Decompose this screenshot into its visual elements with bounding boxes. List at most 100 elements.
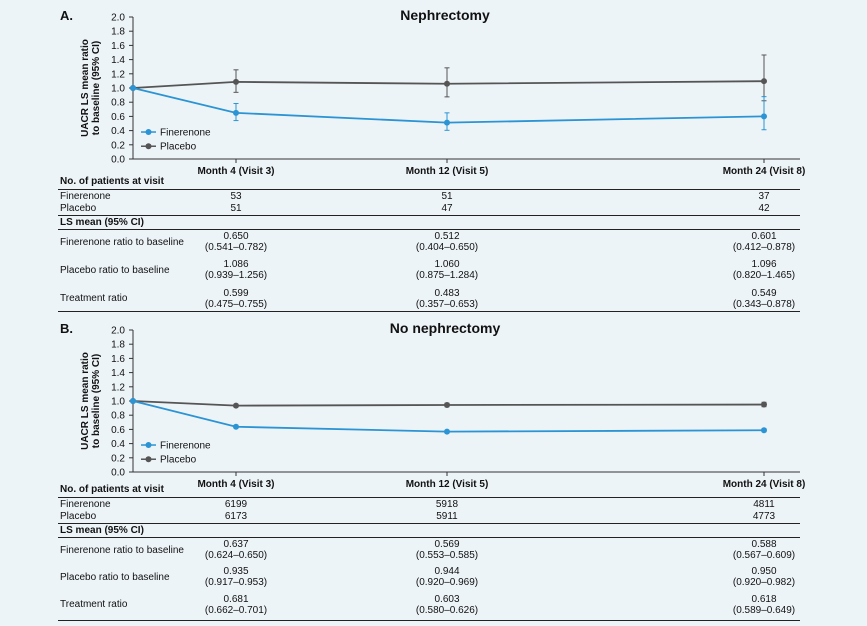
data-point	[444, 401, 450, 408]
ls-value: 0.588	[751, 539, 777, 550]
y-tick-label: 1.8	[111, 27, 125, 38]
legend-label: Placebo	[160, 142, 197, 153]
patients-row-label: Finerenone	[60, 499, 111, 510]
data-point	[233, 402, 239, 409]
data-point	[444, 119, 450, 126]
x-tick-label: Month 12 (Visit 5)	[406, 479, 489, 490]
ls-ci: (0.541–0.782)	[204, 242, 268, 253]
patients-cell: 6173	[224, 511, 248, 522]
divider	[58, 497, 800, 498]
line-chart: UACR LS mean ratioto baseline (95% CI) 0.…	[80, 13, 806, 178]
x-tick-label: Month 4 (Visit 3)	[197, 166, 274, 177]
series-line-finerenone	[132, 87, 765, 124]
y-tick-label: 1.6	[111, 41, 125, 52]
ls-value: 0.950	[751, 566, 777, 577]
ls-value: 0.601	[751, 231, 777, 242]
ls-row-label: Treatment ratio	[60, 293, 128, 304]
patients-row-label: Finerenone	[60, 191, 111, 202]
ls-ci: (0.404–0.650)	[415, 242, 479, 253]
ls-value: 1.060	[434, 259, 460, 270]
ls-value: 0.944	[434, 566, 460, 577]
ls-header: LS mean (95% CI)	[60, 217, 144, 228]
data-point	[233, 109, 239, 116]
legend-marker	[145, 456, 152, 463]
ls-row-label: Placebo ratio to baseline	[60, 265, 170, 276]
ls-row-label: Finerenone ratio to baseline	[60, 237, 184, 248]
y-tick-label: 1.4	[111, 368, 125, 379]
data-point	[761, 427, 767, 434]
x-tick-label: Month 24 (Visit 8)	[723, 166, 806, 177]
ls-value: 0.512	[434, 231, 460, 242]
ls-value: 0.618	[751, 594, 777, 605]
panel-nephrectomy: A. Nephrectomy UACR LS mean ratioto base…	[58, 7, 806, 312]
series-line-placebo	[132, 80, 765, 89]
ls-value: 0.599	[223, 288, 249, 299]
ls-row-label: Placebo ratio to baseline	[60, 572, 170, 583]
panel-no-nephrectomy: B. No nephrectomy UACR LS mean ratioto b…	[0, 313, 867, 626]
y-tick-label: 0.0	[111, 468, 125, 479]
y-axis-label-line: UACR LS mean ratio	[80, 352, 91, 450]
patients-cell: 5918	[435, 499, 459, 510]
legend-marker	[145, 442, 152, 449]
y-tick-label: 1.2	[111, 382, 125, 393]
ls-ci: (0.662–0.701)	[204, 605, 268, 616]
legend-marker	[145, 129, 152, 136]
ls-ci: (0.567–0.609)	[732, 550, 796, 561]
ls-value: 1.086	[223, 259, 249, 270]
patients-cell: 53	[230, 191, 242, 202]
divider	[58, 229, 800, 230]
patients-cell: 42	[758, 203, 770, 214]
ls-ci: (0.820–1.465)	[732, 270, 796, 281]
divider	[58, 189, 800, 190]
y-tick-label: 0.6	[111, 425, 125, 436]
patients-cell: 51	[441, 191, 453, 202]
y-tick-label: 1.2	[111, 69, 125, 80]
y-tick-label: 0.4	[111, 126, 125, 137]
x-tick-label: Month 4 (Visit 3)	[197, 479, 274, 490]
patients-row-label: Placebo	[60, 203, 97, 214]
y-tick-label: 0.8	[111, 98, 125, 109]
divider	[58, 537, 800, 538]
chart-title: Nephrectomy	[400, 7, 490, 23]
y-axis-label-line: UACR LS mean ratio	[80, 39, 91, 137]
x-tick-label: Month 24 (Visit 8)	[723, 479, 806, 490]
ls-ci: (0.412–0.878)	[732, 242, 796, 253]
x-tick-label: Month 12 (Visit 5)	[406, 166, 489, 177]
ls-value: 0.935	[223, 566, 249, 577]
line-chart: UACR LS mean ratioto baseline (95% CI) 0.…	[80, 326, 806, 491]
data-point	[233, 78, 239, 85]
panel-label: A.	[60, 8, 73, 23]
y-tick-label: 0.0	[111, 155, 125, 166]
patients-cell: 47	[441, 203, 453, 214]
data-point	[444, 80, 450, 87]
ls-ci: (0.343–0.878)	[732, 299, 796, 310]
legend-label: Placebo	[160, 455, 197, 466]
ls-ci: (0.920–0.969)	[415, 577, 479, 588]
data-point	[130, 398, 136, 404]
ls-value: 0.549	[751, 288, 777, 299]
y-tick-label: 0.6	[111, 112, 125, 123]
patients-row-label: Placebo	[60, 511, 97, 522]
legend-label: Finerenone	[160, 441, 211, 452]
y-tick-label: 0.2	[111, 140, 125, 151]
ls-value: 1.096	[751, 259, 777, 270]
y-axis-label: UACR LS mean ratioto baseline (95% CI)	[80, 352, 102, 450]
ls-value: 0.569	[434, 539, 460, 550]
legend-label: Finerenone	[160, 128, 211, 139]
y-tick-label: 0.8	[111, 411, 125, 422]
ls-header: LS mean (95% CI)	[60, 525, 144, 536]
series-line-placebo	[132, 400, 765, 407]
divider	[58, 311, 800, 312]
ls-ci: (0.875–1.284)	[415, 270, 479, 281]
ls-row-label: Finerenone ratio to baseline	[60, 545, 184, 556]
ls-value: 0.603	[434, 594, 460, 605]
ls-value: 0.637	[223, 539, 249, 550]
data-point	[130, 85, 136, 91]
series-line-finerenone	[132, 400, 765, 433]
y-axis-label-line: to baseline (95% CI)	[91, 354, 102, 448]
data-point	[233, 423, 239, 430]
y-tick-label: 1.8	[111, 340, 125, 351]
patients-cell: 6199	[224, 499, 248, 510]
divider	[58, 523, 800, 524]
ls-ci: (0.475–0.755)	[204, 299, 268, 310]
